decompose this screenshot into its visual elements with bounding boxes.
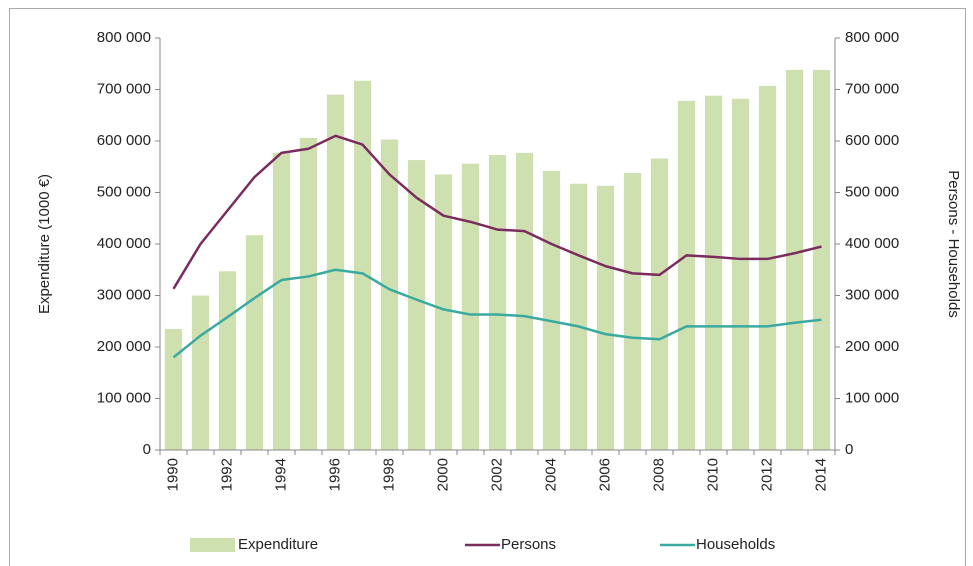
- y-tick-label: 300 000: [97, 286, 151, 303]
- x-tick-label: 2012: [758, 458, 775, 491]
- bar: [461, 163, 480, 450]
- y-tick-label: 800 000: [97, 29, 151, 46]
- bar: [326, 94, 345, 451]
- y2-tick-label: 700 000: [845, 80, 899, 97]
- y2-axis-label: Persons - Households: [945, 170, 962, 318]
- bar: [272, 152, 291, 450]
- bar: [569, 183, 588, 450]
- y-tick-label: 600 000: [97, 132, 151, 149]
- y2-tick-label: 800 000: [845, 29, 899, 46]
- line: [172, 268, 822, 359]
- bar: [353, 80, 372, 451]
- y2-tick-label: 400 000: [845, 235, 899, 252]
- bar: [596, 185, 615, 450]
- bar: [515, 152, 534, 450]
- bar: [623, 172, 642, 450]
- x-tick-label: 2000: [434, 458, 451, 491]
- y2-tick-label: 200 000: [845, 338, 899, 355]
- bar: [731, 98, 750, 451]
- x-tick-label: 2008: [650, 458, 667, 491]
- bar: [812, 69, 831, 451]
- bar: [407, 160, 426, 450]
- x-tick-label: 1994: [272, 458, 289, 491]
- y2-tick-label: 100 000: [845, 389, 899, 406]
- bar: [704, 95, 723, 451]
- y-tick-label: 0: [143, 441, 151, 458]
- bar: [164, 328, 183, 450]
- y-axis-label: Expenditure (1000 €): [36, 174, 53, 314]
- bar: [434, 174, 453, 450]
- bar: [677, 100, 696, 450]
- y-tick-label: 400 000: [97, 235, 151, 252]
- bar: [380, 139, 399, 450]
- y-tick-label: 700 000: [97, 80, 151, 97]
- x-tick-label: 1990: [164, 458, 181, 491]
- x-tick-label: 2002: [488, 458, 505, 491]
- x-tick-label: 1998: [380, 458, 397, 491]
- bar: [488, 154, 507, 450]
- x-tick-label: 1996: [326, 458, 343, 491]
- bar: [785, 69, 804, 451]
- bar: [245, 235, 264, 450]
- bar: [650, 158, 669, 450]
- y2-tick-label: 600 000: [845, 132, 899, 149]
- line: [172, 134, 822, 290]
- y-tick-label: 100 000: [97, 389, 151, 406]
- bar: [299, 137, 318, 450]
- chart-frame: [9, 8, 966, 566]
- y2-tick-label: 500 000: [845, 183, 899, 200]
- legend-label: Persons: [501, 536, 556, 553]
- legend-label: Households: [696, 536, 775, 553]
- x-tick-label: 2004: [542, 458, 559, 491]
- y-tick-label: 200 000: [97, 338, 151, 355]
- y-tick-label: 500 000: [97, 183, 151, 200]
- x-tick-label: 2010: [704, 458, 721, 491]
- bar: [542, 170, 561, 450]
- y2-tick-label: 0: [845, 441, 853, 458]
- bar: [758, 85, 777, 451]
- x-tick-label: 2014: [812, 458, 829, 491]
- legend-swatch: [190, 538, 235, 552]
- x-tick-label: 1992: [218, 458, 235, 491]
- bar: [191, 295, 210, 450]
- bar: [218, 271, 237, 450]
- y2-tick-label: 300 000: [845, 286, 899, 303]
- legend-label: Expenditure: [238, 536, 318, 553]
- x-tick-label: 2006: [596, 458, 613, 491]
